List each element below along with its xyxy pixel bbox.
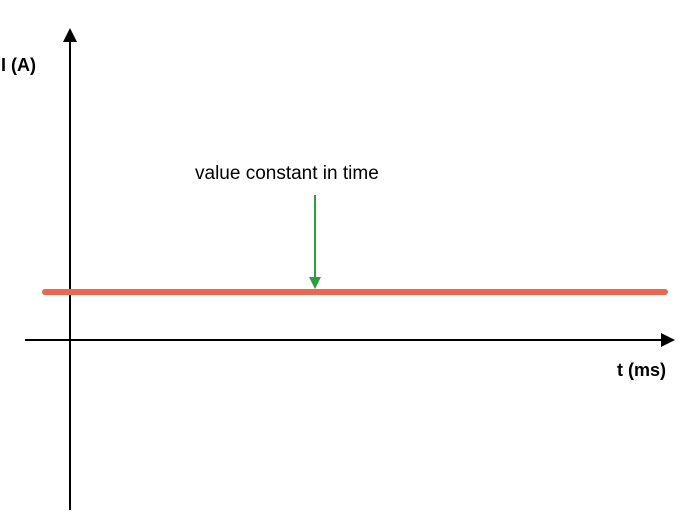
y-axis-label: I (A) <box>1 55 36 76</box>
chart-container: I (A) t (ms) value constant in time <box>0 0 700 531</box>
chart-svg <box>0 0 700 531</box>
x-axis-label: t (ms) <box>617 360 666 381</box>
annotation-text: value constant in time <box>195 163 379 185</box>
